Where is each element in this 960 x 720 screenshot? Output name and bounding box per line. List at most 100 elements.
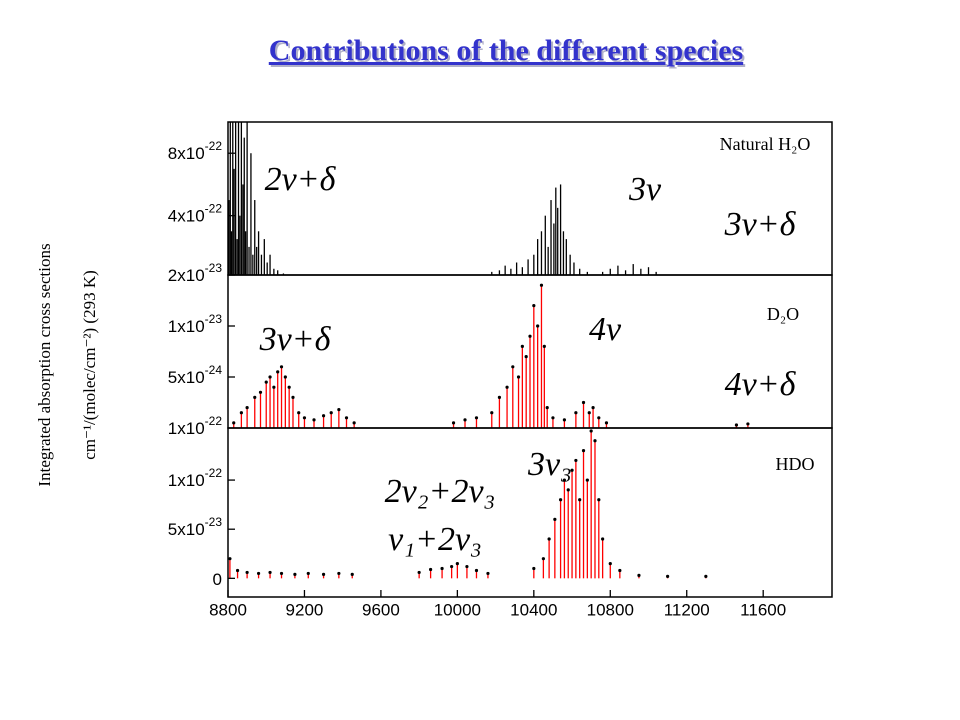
y-axis-label: cm⁻¹/(molec/cm⁻²) (293 K) [80, 270, 99, 460]
stick-top [542, 344, 546, 348]
stick-top [329, 411, 333, 415]
x-tick-label: 10800 [587, 600, 634, 619]
x-tick-label: 11200 [664, 600, 710, 619]
y-tick-label: 5x10-23 [168, 515, 223, 539]
stick-top [574, 458, 578, 463]
stick-top [486, 571, 490, 576]
stick-top [604, 421, 609, 425]
x-tick-label: 8800 [209, 600, 247, 619]
stick-top [440, 566, 444, 571]
annotation: 3ν [628, 171, 662, 208]
stick-top [287, 385, 291, 389]
panel-label: HDO [776, 454, 815, 474]
stick-top [232, 421, 236, 425]
stick-top [264, 380, 268, 384]
stick-top [293, 572, 297, 577]
stick-top [350, 572, 354, 577]
stick-top [545, 406, 549, 410]
annotation: 2ν₂+2ν₃ [385, 473, 496, 510]
chart-title: Contributions of the different species [269, 34, 743, 67]
stick-top [297, 411, 301, 415]
stick-top [587, 411, 591, 415]
stick-top [593, 439, 597, 443]
stick-top [666, 574, 670, 578]
stick-top [618, 568, 622, 573]
x-tick-label: 11600 [740, 600, 786, 619]
stick-top [455, 561, 459, 566]
stick-top [581, 448, 586, 453]
stick-top [465, 564, 469, 569]
plot-area [232, 283, 750, 428]
annotation: 2ν+δ [265, 161, 337, 198]
annotation: ν₁+2ν₃ [388, 521, 482, 558]
stick-top [463, 418, 467, 422]
stick-top [505, 385, 509, 389]
stick-top [268, 570, 272, 575]
y-tick-label: 2x10-23 [168, 261, 223, 285]
stick-top [451, 421, 456, 425]
stick-top [245, 570, 249, 575]
stick-top [589, 429, 593, 433]
stick-top [306, 571, 310, 576]
stick-top [536, 324, 540, 328]
x-tick-label: 10400 [510, 600, 557, 619]
annotation: 3ν+δ [724, 206, 797, 243]
stick-top [597, 498, 601, 502]
x-tick-label: 10000 [434, 600, 481, 619]
stick-top [601, 537, 605, 541]
stick-top [321, 572, 326, 577]
stick-top [524, 355, 528, 359]
panel-label: Natural H₂O [720, 134, 811, 154]
stick-top [450, 564, 454, 569]
plot-area [228, 122, 657, 275]
stick-top [235, 568, 240, 573]
title-shadow: Contributions of the different species [271, 36, 745, 69]
stick-top [258, 390, 263, 394]
y-edge-label: 1x10-22 [168, 414, 223, 438]
stick-top [532, 566, 536, 571]
stick-top [302, 416, 307, 420]
y-tick-label: 4x10-22 [168, 202, 223, 226]
stick-top [352, 421, 356, 425]
stick-top [585, 478, 589, 482]
y-tick-label: 8x10-22 [168, 139, 223, 163]
stick-top [608, 561, 612, 566]
stick-top [497, 395, 502, 399]
y-tick-label: 1x10-23 [168, 312, 223, 336]
y-tick-label: 0 [213, 570, 222, 589]
annotation: 3ν₃ [527, 446, 572, 483]
stick-top [637, 573, 641, 577]
stick-top [256, 571, 261, 576]
panel-frame [227, 427, 833, 598]
stick-top [279, 571, 284, 576]
stick-top [474, 416, 479, 420]
stick-top [337, 571, 341, 576]
stick-top [283, 375, 287, 379]
stick-top [337, 408, 341, 412]
stick-top [551, 416, 555, 420]
stick-top [553, 517, 557, 521]
stick-top [574, 411, 578, 415]
stick-top [239, 411, 243, 415]
stick-top [253, 395, 257, 399]
x-tick-label: 9600 [362, 600, 400, 619]
stick-top [547, 537, 551, 541]
annotation: 3ν+δ [259, 321, 332, 358]
panel-label: D₂O [767, 304, 799, 324]
stick-top [539, 283, 544, 287]
stick-top [516, 375, 521, 379]
y-tick-label: 1x10-22 [168, 466, 223, 490]
stick-top [344, 416, 349, 420]
stick-top [570, 468, 574, 472]
stick-top [581, 400, 586, 405]
stick-top [734, 423, 739, 427]
stick-top [272, 385, 276, 389]
stick-top [591, 406, 595, 410]
stick-top [228, 557, 232, 561]
stick-top [704, 574, 708, 578]
stick-top [474, 568, 479, 573]
stick-top [312, 418, 316, 422]
stick-top [578, 498, 582, 502]
stick-top [520, 344, 524, 348]
stick-top [490, 411, 494, 415]
